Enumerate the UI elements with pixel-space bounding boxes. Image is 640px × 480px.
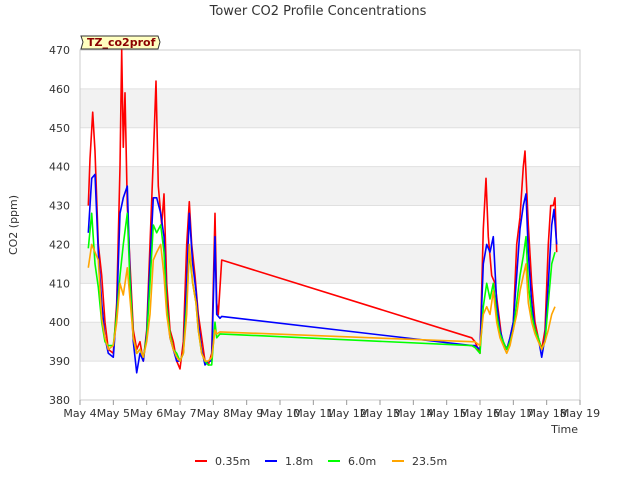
y-tick-label: 450	[49, 122, 70, 135]
y-tick-label: 400	[49, 316, 70, 329]
x-axis-label: Time	[550, 423, 578, 436]
x-tick-label: May 8	[197, 407, 230, 420]
y-tick-label: 440	[49, 161, 70, 174]
x-tick-label: May 19	[560, 407, 600, 420]
x-tick-label: May 13	[360, 407, 400, 420]
badge-background	[80, 35, 161, 50]
legend-label: 1.8m	[285, 455, 313, 468]
y-tick-labels: 380 390 400 410 420 430 440 450 460 470	[49, 44, 70, 407]
y-tick-label: 380	[49, 394, 70, 407]
legend: 0.35m 1.8m 6.0m 23.5m	[195, 455, 447, 468]
plot-area-border	[79, 49, 581, 401]
legend-label: 0.35m	[215, 455, 250, 468]
x-tick-label: May 4	[63, 407, 96, 420]
y-tick-label: 420	[49, 238, 70, 251]
y-tick-label: 460	[49, 83, 70, 96]
y-tick-label: 470	[49, 44, 70, 57]
x-tick-label: May 17	[493, 407, 533, 420]
chart-title: Tower CO2 Profile Concentrations	[209, 4, 427, 19]
grid-band	[80, 88, 580, 128]
y-tick-label: 410	[49, 277, 70, 290]
grid-band	[80, 244, 580, 284]
badge-label: TZ_co2prof	[87, 36, 156, 49]
legend-label: 23.5m	[412, 455, 447, 468]
series-line-23.5m	[87, 243, 556, 362]
y-tick-label: 390	[49, 355, 70, 368]
x-tick-label: May 7	[163, 407, 196, 420]
series-badge: TZ_co2prof	[80, 35, 161, 50]
x-tick-label: May 10	[260, 407, 300, 420]
x-tick-label: May 15	[427, 407, 467, 420]
x-tick-label: May 16	[460, 407, 500, 420]
y-axis-label: CO2 (ppm)	[7, 195, 20, 255]
x-tick-label: May 9	[230, 407, 263, 420]
x-tick-label: May 6	[130, 407, 163, 420]
grid-band	[80, 322, 580, 362]
grid-band	[80, 166, 580, 206]
x-tick-label: May 11	[293, 407, 333, 420]
x-tick-label: May 5	[97, 407, 130, 420]
y-tick-label: 430	[49, 200, 70, 213]
x-tick-label: May 12	[327, 407, 367, 420]
x-tick-label: May 18	[527, 407, 567, 420]
series-lines	[87, 49, 558, 374]
x-tick-label: May 14	[393, 407, 433, 420]
legend-label: 6.0m	[348, 455, 376, 468]
